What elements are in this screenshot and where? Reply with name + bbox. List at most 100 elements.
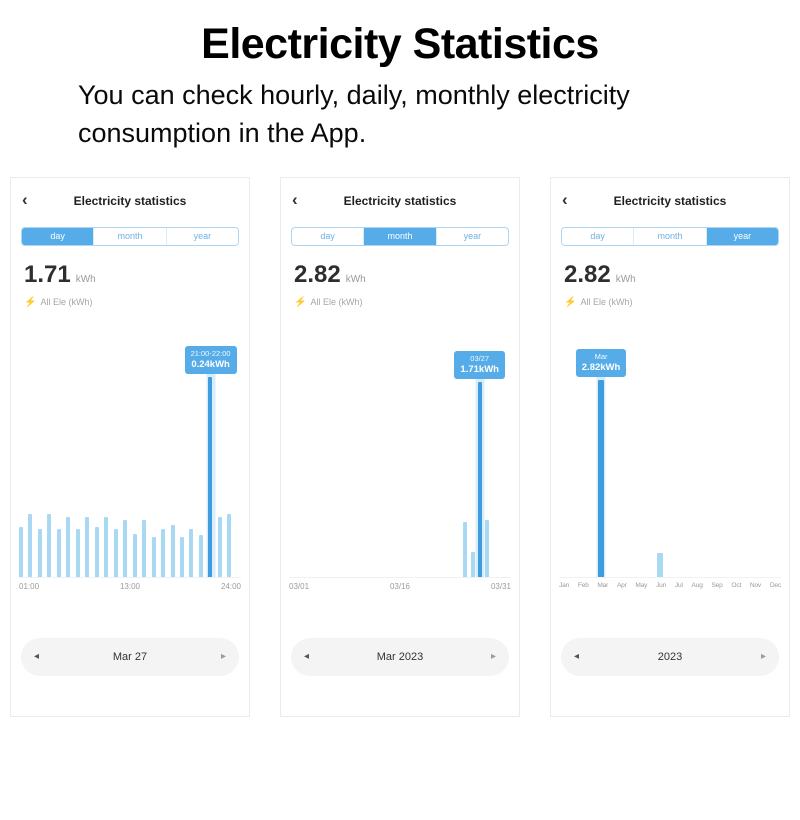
bar[interactable]: [94, 526, 99, 577]
tooltip-value: 0.24kWh: [191, 358, 230, 370]
x-axis-label: Oct: [731, 581, 742, 589]
back-icon[interactable]: ‹: [292, 189, 298, 209]
header-title: Electricity statistics: [613, 193, 727, 208]
tab-day[interactable]: day: [320, 231, 335, 242]
bar-chart: Mar 2.82kWh: [559, 326, 781, 578]
x-axis-label: 03/31: [490, 581, 511, 591]
bar[interactable]: [151, 536, 156, 577]
app-header: ‹ Electricity statistics: [551, 190, 789, 212]
total-value: 2.82: [564, 260, 611, 288]
bar[interactable]: [66, 516, 71, 577]
tab-year[interactable]: year: [705, 227, 778, 245]
bar[interactable]: [485, 519, 490, 577]
page-title: Electricity Statistics: [201, 20, 599, 68]
tab-year[interactable]: year: [435, 227, 508, 245]
app-screenshots: ‹ Electricity statistics day month year …: [0, 176, 800, 717]
bar[interactable]: [37, 528, 42, 577]
x-axis-label: 03/16: [389, 581, 411, 591]
total-value: 2.82: [294, 260, 341, 288]
back-icon[interactable]: ‹: [562, 189, 568, 209]
lightning-icon: ⚡: [24, 296, 37, 308]
bar[interactable]: [75, 528, 80, 577]
tooltip: Mar 2.82kWh: [575, 348, 627, 377]
tab-year[interactable]: year: [165, 227, 238, 245]
x-axis-label: 03/01: [289, 581, 310, 591]
selected-bar[interactable]: [208, 376, 213, 577]
header-title: Electricity statistics: [343, 193, 457, 208]
tab-month[interactable]: month: [363, 227, 436, 245]
bar[interactable]: [47, 513, 52, 577]
tooltip-period: 21:00-22:00: [190, 348, 231, 358]
x-axis-label: Jan: [559, 581, 570, 589]
bar[interactable]: [198, 534, 203, 577]
tooltip-value: 1.71kWh: [460, 363, 499, 375]
bar[interactable]: [189, 528, 194, 577]
x-axis-label: 24:00: [220, 581, 241, 591]
selected-bar[interactable]: [477, 381, 482, 577]
prev-date-icon[interactable]: ◂: [304, 651, 310, 663]
x-axis-label: Dec: [769, 581, 781, 589]
bar[interactable]: [470, 551, 475, 577]
tooltip: 21:00-22:00 0.24kWh: [184, 345, 237, 374]
bar[interactable]: [142, 519, 147, 577]
value-unit: kWh: [345, 273, 366, 285]
next-date-icon[interactable]: ▸: [760, 651, 766, 663]
next-date-icon[interactable]: ▸: [490, 651, 496, 663]
pager-label: Mar 27: [112, 650, 148, 663]
app-screenshot-panel-day: ‹ Electricity statistics day month year …: [10, 176, 250, 717]
prev-date-icon[interactable]: ◂: [574, 651, 580, 663]
bar[interactable]: [170, 524, 175, 577]
bar-chart: 03/27 1.71kWh: [289, 326, 511, 578]
app-screenshot-panel-month: ‹ Electricity statistics day month year …: [280, 176, 520, 717]
total-value-row: 2.82 kWh: [294, 261, 506, 289]
bar[interactable]: [227, 513, 232, 577]
prev-date-icon[interactable]: ◂: [34, 651, 40, 663]
bar[interactable]: [132, 533, 137, 577]
total-value-row: 1.71 kWh: [24, 261, 236, 289]
tab-day[interactable]: day: [590, 231, 605, 242]
bar[interactable]: [56, 528, 61, 577]
date-pager: ◂ 2023 ▸: [561, 637, 779, 676]
pager-label: Mar 2023: [376, 650, 424, 663]
bar[interactable]: [19, 526, 23, 577]
tab-month[interactable]: month: [93, 227, 165, 245]
selected-bar[interactable]: [598, 379, 605, 577]
legend: ⚡ All Ele (kWh): [24, 297, 236, 308]
app-header: ‹ Electricity statistics: [281, 190, 519, 212]
back-icon[interactable]: ‹: [22, 189, 28, 209]
bar-chart: 21:00-22:00 0.24kWh: [19, 326, 241, 578]
x-axis-labels: Jan Feb Mar Apr May Jun Jul Aug Sep Oct Nov Dec: [559, 582, 781, 589]
bar[interactable]: [28, 513, 33, 577]
app-screenshot-panel-year: ‹ Electricity statistics day month year …: [550, 176, 790, 717]
legend-label: All Ele (kWh): [580, 297, 633, 308]
bar[interactable]: [217, 516, 222, 577]
lightning-icon: ⚡: [564, 296, 577, 308]
tab-day[interactable]: day: [22, 227, 94, 245]
bar[interactable]: [657, 552, 664, 577]
bar[interactable]: [123, 519, 128, 577]
total-value: 1.71: [24, 260, 71, 288]
next-date-icon[interactable]: ▸: [220, 651, 226, 663]
bar[interactable]: [161, 528, 166, 577]
header-title: Electricity statistics: [73, 193, 187, 208]
value-unit: kWh: [615, 273, 636, 285]
x-axis-label: Feb: [577, 581, 589, 589]
x-axis-label: Apr: [616, 581, 627, 589]
bar[interactable]: [179, 536, 184, 577]
bar[interactable]: [463, 521, 468, 577]
lightning-icon: ⚡: [294, 296, 307, 308]
bar[interactable]: [85, 516, 90, 577]
period-tabs: day month year: [561, 226, 779, 246]
page-subtitle-line-1: You can check hourly, daily, monthly ele…: [78, 80, 630, 110]
tooltip-period: 03/27: [470, 353, 490, 363]
tab-month[interactable]: month: [633, 227, 705, 245]
tooltip-value: 2.82kWh: [581, 361, 621, 373]
page-subtitle: You can check hourly, daily, monthly ele…: [78, 77, 750, 153]
date-pager: ◂ Mar 2023 ▸: [291, 637, 509, 676]
bar[interactable]: [104, 516, 109, 577]
x-axis-label: Jul: [674, 581, 683, 589]
page-subtitle-line-2: consumption in the App.: [78, 117, 367, 148]
bar[interactable]: [113, 528, 118, 577]
total-value-row: 2.82 kWh: [564, 261, 776, 289]
x-axis-label: 01:00: [19, 581, 40, 591]
